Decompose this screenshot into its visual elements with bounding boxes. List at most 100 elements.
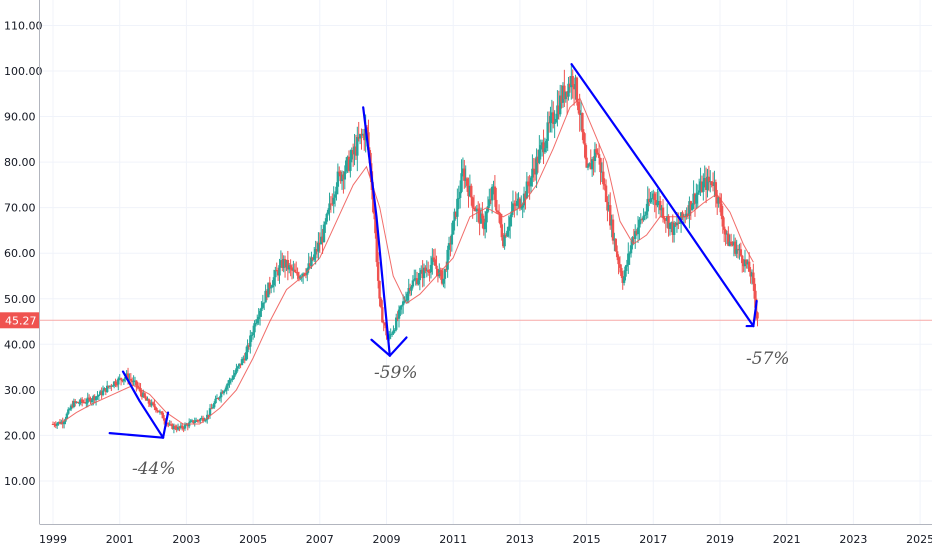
candle-body: [183, 424, 187, 429]
candle-body: [528, 185, 531, 187]
candle-body: [232, 375, 235, 380]
candle-body: [468, 185, 472, 197]
candle-body: [729, 241, 733, 244]
candle-body: [659, 201, 662, 211]
candle-body: [249, 335, 252, 347]
y-tick-label: 70.00: [4, 202, 36, 215]
candle-body: [235, 368, 238, 373]
candle-body: [520, 207, 523, 209]
candle-body: [465, 178, 469, 186]
candle-body: [611, 219, 615, 241]
candle-body: [71, 405, 74, 408]
candle-body: [504, 234, 508, 237]
candle-body: [96, 395, 99, 397]
candle-body: [265, 290, 269, 298]
candle-body: [672, 223, 676, 235]
candle-body: [345, 160, 348, 172]
candle-body: [69, 405, 73, 410]
candle-body: [272, 277, 276, 286]
candle-body: [321, 236, 324, 243]
candle-body: [415, 278, 419, 285]
candle-body: [492, 186, 495, 188]
candle-body: [396, 317, 399, 319]
candle-body: [493, 186, 497, 200]
candle-body: [338, 171, 341, 173]
candle-body: [753, 283, 756, 299]
candle-body: [613, 238, 616, 241]
candle-body: [108, 385, 112, 387]
candle-body: [636, 227, 640, 235]
candle-body: [169, 424, 173, 426]
candle-body: [128, 378, 131, 381]
candle-body: [240, 359, 244, 366]
candle-body: [457, 197, 460, 199]
candle-body: [578, 110, 581, 116]
candle-body: [554, 118, 558, 123]
candle-body: [421, 269, 424, 279]
candle-body: [121, 379, 124, 382]
candle-body: [718, 197, 722, 204]
candle-body: [738, 249, 741, 251]
candle-body: [388, 334, 391, 339]
candle-body: [711, 184, 715, 186]
candle-body: [218, 397, 221, 399]
candle-body: [133, 380, 137, 382]
candle-body: [299, 276, 302, 279]
candle-body: [521, 205, 524, 208]
candle-body: [86, 397, 89, 403]
candle-body: [179, 425, 183, 429]
candle-body: [597, 154, 601, 158]
candle-body: [631, 237, 634, 246]
candle-body: [513, 203, 516, 205]
candle-body: [247, 345, 251, 347]
drawing-annotations[interactable]: [108, 63, 758, 439]
y-tick-label: 100.00: [4, 65, 43, 78]
candle-body: [143, 393, 146, 398]
candle-body: [552, 112, 555, 124]
candle-body: [100, 391, 103, 396]
candle-body: [131, 380, 134, 383]
candle-body: [557, 105, 561, 115]
candle-body: [256, 319, 259, 324]
candle-body: [147, 399, 151, 404]
candle-body: [261, 302, 265, 308]
candle-body: [111, 385, 114, 387]
candle-body: [550, 112, 554, 116]
candle-body: [610, 219, 613, 226]
candle-body: [727, 233, 730, 246]
candle-body: [399, 306, 402, 310]
candle-body: [706, 176, 709, 190]
candle-body: [393, 329, 397, 331]
candle-body: [199, 418, 202, 421]
candle-body: [354, 146, 358, 156]
candle-body: [103, 388, 106, 391]
candle-body: [340, 174, 344, 182]
trend-arrow-line: [362, 106, 391, 357]
candle-body: [401, 301, 405, 306]
x-tick-label: 2015: [573, 533, 601, 546]
candle-body: [503, 234, 506, 247]
candle-body: [395, 317, 398, 330]
trend-arrow-head-right: [752, 299, 758, 328]
candle-body: [335, 186, 338, 195]
candle-body: [517, 198, 520, 201]
candle-body: [78, 402, 81, 404]
candle-body: [702, 181, 705, 192]
candle-body: [58, 421, 62, 424]
candle-body: [125, 373, 128, 378]
candle-body: [445, 268, 448, 270]
candle-body: [496, 210, 499, 212]
candle-body: [426, 269, 430, 273]
candle-body: [225, 385, 228, 390]
candle-body: [585, 157, 588, 168]
candle-body: [404, 300, 408, 302]
candle-body: [206, 414, 209, 420]
candle-body: [357, 136, 360, 139]
candle-body: [677, 222, 680, 224]
candle-body: [311, 257, 315, 260]
candle-body: [181, 425, 184, 429]
candle-body: [126, 373, 130, 381]
x-tick-label: 2023: [839, 533, 867, 546]
